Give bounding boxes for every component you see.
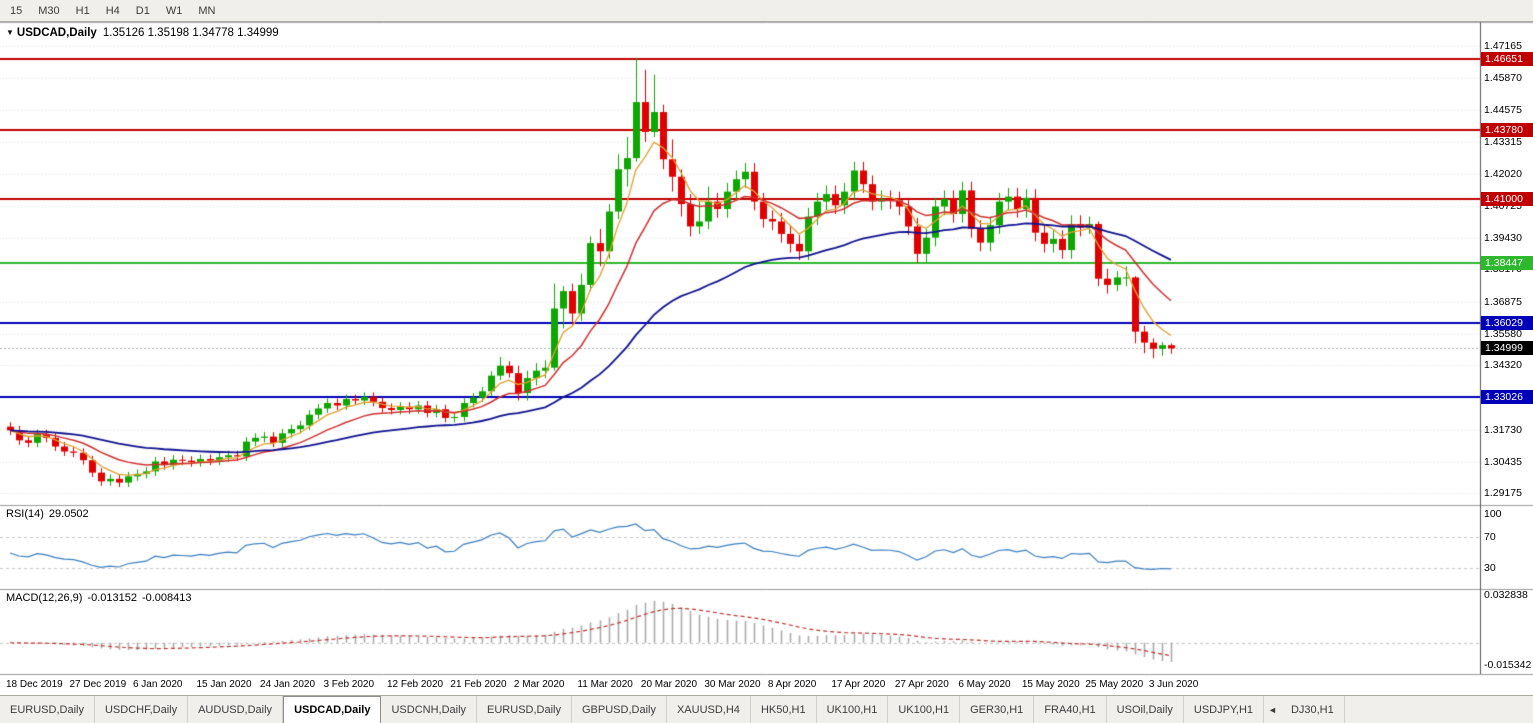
chart-tab-usdchf-daily[interactable]: USDCHF,Daily	[95, 696, 189, 723]
date-axis-label: 21 Feb 2020	[450, 679, 507, 690]
chart-symbol: USDCAD,Daily	[16, 27, 97, 39]
tab-scroll-left-icon[interactable]: ◄	[1268, 704, 1277, 715]
chart-tab-usoil-daily[interactable]: USOil,Daily	[1107, 696, 1184, 723]
chart-tab-eurusd-daily[interactable]: EURUSD,Daily	[477, 696, 572, 723]
date-axis-label: 8 Apr 2020	[767, 679, 817, 690]
macd-axis-label: -0.015342	[1484, 658, 1532, 671]
price-axis-tick: 1.43315	[1484, 135, 1522, 148]
rsi-axis-label: 100	[1484, 508, 1502, 521]
price-axis-tick: 1.39430	[1484, 232, 1522, 245]
date-axis-label: 27 Dec 2019	[69, 679, 127, 690]
chart-title: ▼ USDCAD,Daily 1.35126 1.35198 1.34778 1.3…	[6, 27, 279, 39]
date-axis-label: 24 Jan 2020	[259, 679, 316, 690]
date-axis-label: 3 Jun 2020	[1148, 679, 1199, 690]
chart-tab-uk100-h1[interactable]: UK100,H1	[888, 696, 961, 723]
date-axis-label: 15 Jan 2020	[196, 679, 252, 690]
chart-tab-usdcad-daily[interactable]: USDCAD,Daily	[283, 696, 382, 723]
timeframe-button-h1[interactable]: H1	[75, 4, 90, 17]
timeframe-button-m30[interactable]: M30	[38, 4, 60, 17]
price-axis-tick: 1.31730	[1484, 423, 1522, 436]
rsi-value: 29.0502	[48, 508, 89, 520]
price-axis-tick: 1.29175	[1484, 487, 1522, 500]
chart-tab-hk50-h1[interactable]: HK50,H1	[751, 696, 817, 723]
date-axis-label: 18 Dec 2019	[6, 679, 63, 690]
chart-ohlc-values: 1.35126 1.35198 1.34778 1.34999	[102, 27, 279, 39]
price-level-badge: 1.41000	[1481, 192, 1533, 207]
macd-signal-value: -0.008413	[141, 592, 192, 604]
date-axis-label: 30 Mar 2020	[704, 679, 761, 690]
macd-main-value: -0.013152	[87, 592, 137, 604]
date-axis-label: 12 Feb 2020	[386, 679, 444, 690]
timeframe-toolbar: 15 M30 H1 H4 D1 W1 MN	[0, 0, 1533, 22]
timeframe-button-w1[interactable]: W1	[165, 4, 183, 17]
timeframe-button-15[interactable]: 15	[10, 4, 23, 17]
price-axis-tick: 1.47165	[1484, 39, 1522, 52]
price-axis-tick: 1.42020	[1484, 167, 1522, 180]
price-level-badge: 1.46651	[1481, 51, 1533, 66]
rsi-axis-label: 30	[1484, 562, 1496, 575]
current-price-badge: 1.34999	[1481, 341, 1533, 356]
chart-tab-fra40-h1[interactable]: FRA40,H1	[1034, 696, 1107, 723]
date-axis-label: 27 Apr 2020	[894, 679, 949, 690]
chart-tab-usdjpy-h1[interactable]: USDJPY,H1	[1184, 696, 1265, 723]
price-axis-tick: 1.35580	[1484, 327, 1522, 340]
date-axis-label: 15 May 2020	[1021, 679, 1080, 690]
timeframe-button-d1[interactable]: D1	[135, 4, 150, 17]
price-axis-tick: 1.44575	[1484, 104, 1522, 117]
rsi-indicator-label: RSI(14) 29.0502	[6, 508, 94, 520]
timeframe-button-mn[interactable]: MN	[198, 4, 216, 17]
price-axis-tick: 1.30435	[1484, 455, 1522, 468]
price-level-badge: 1.38447	[1481, 255, 1533, 270]
macd-name: MACD(12,26,9)	[6, 592, 83, 604]
price-level-badge: 1.43780	[1481, 122, 1533, 137]
date-axis-label: 6 Jan 2020	[132, 679, 183, 690]
macd-axis-label: 0.032838	[1484, 589, 1528, 602]
rsi-axis-label: 70	[1484, 531, 1496, 544]
price-axis-tick: 1.45870	[1484, 71, 1522, 84]
symbol-dropdown-icon[interactable]: ▼	[6, 28, 14, 37]
chart-tab-usdcnh-daily[interactable]: USDCNH,Daily	[381, 696, 478, 723]
date-axis-label: 25 May 2020	[1085, 679, 1144, 690]
chart-tab-audusd-daily[interactable]: AUDUSD,Daily	[188, 696, 284, 723]
rsi-name: RSI(14)	[6, 508, 44, 520]
price-axis-tick: 1.36875	[1484, 295, 1522, 308]
chart-tab-gbpusd-daily[interactable]: GBPUSD,Daily	[572, 696, 667, 723]
date-axis-label: 6 May 2020	[958, 679, 1011, 690]
date-axis-label: 3 Feb 2020	[323, 679, 375, 690]
chart-tabs-bar: EURUSD,Daily USDCHF,Daily AUDUSD,Daily USDC…	[0, 695, 1533, 723]
date-axis-label: 20 Mar 2020	[640, 679, 698, 690]
date-axis-label: 2 Mar 2020	[513, 679, 565, 690]
price-level-badge: 1.33026	[1481, 390, 1533, 405]
chart-tab-uk100-h1[interactable]: UK100,H1	[817, 696, 889, 723]
date-axis-label: 11 Mar 2020	[577, 679, 633, 690]
chart-tab-xauusd-h4[interactable]: XAUUSD,H4	[667, 696, 751, 723]
chart-tab-ger30-h1[interactable]: GER30,H1	[960, 696, 1035, 723]
price-axis-tick: 1.34320	[1484, 359, 1522, 372]
date-axis-label: 17 Apr 2020	[831, 679, 886, 690]
price-level-badge: 1.36029	[1481, 315, 1533, 330]
macd-indicator-label: MACD(12,26,9) -0.013152 -0.008413	[6, 592, 197, 604]
chart-tab-dj30-h1[interactable]: DJ30,H1	[1281, 696, 1345, 723]
timeframe-button-h4[interactable]: H4	[105, 4, 120, 17]
chart-tab-eurusd-daily[interactable]: EURUSD,Daily	[0, 696, 95, 723]
